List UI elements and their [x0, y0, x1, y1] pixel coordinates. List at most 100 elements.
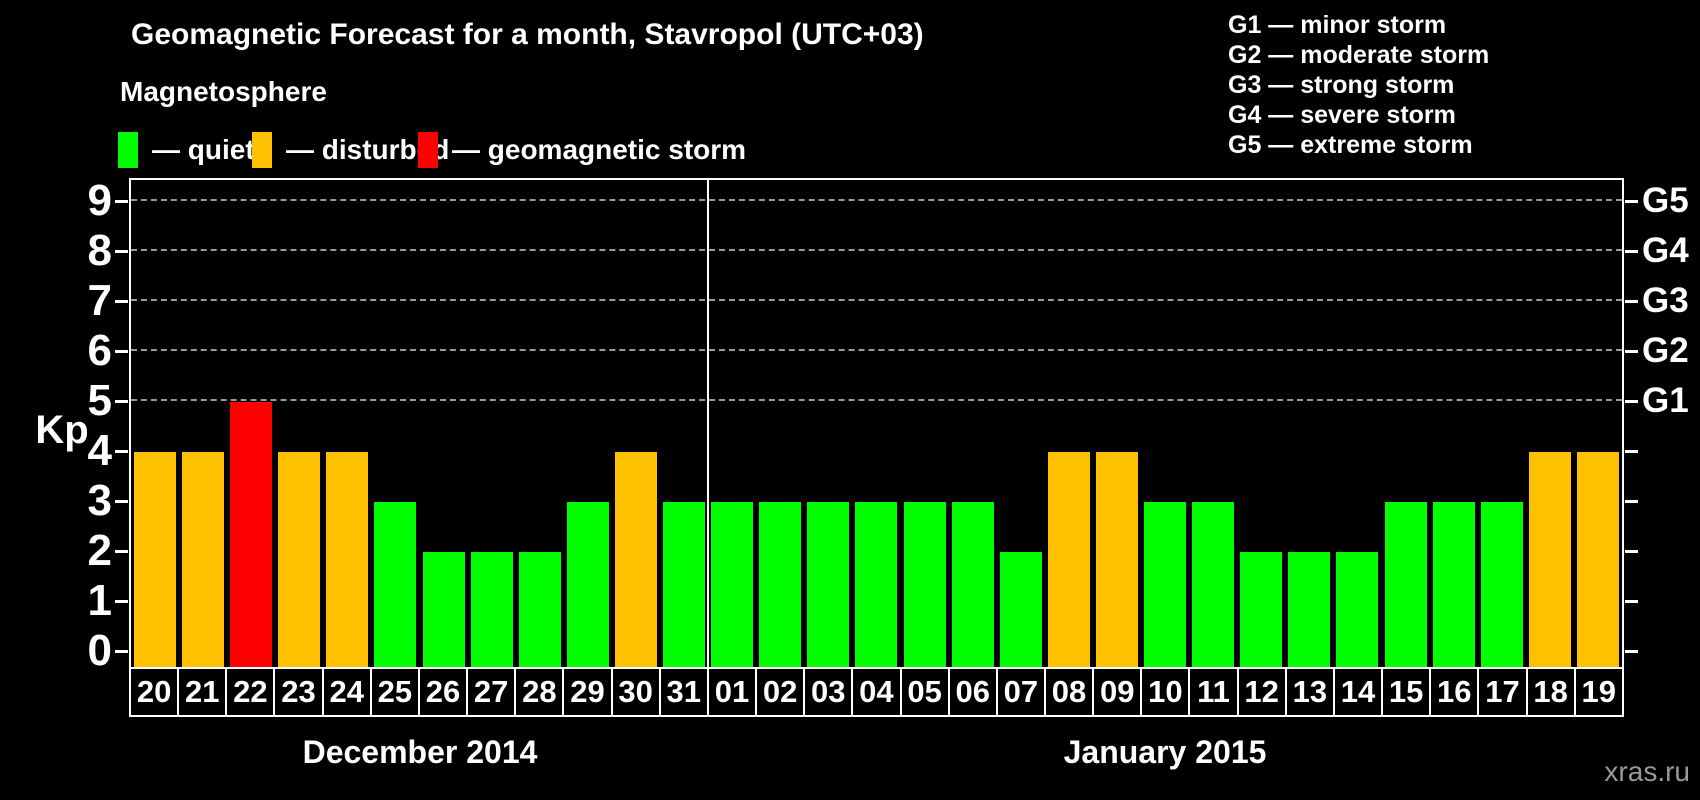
day-label-december-22: 22 [225, 669, 273, 715]
bar-december-26 [422, 552, 465, 667]
day-label-december-28: 28 [514, 669, 562, 715]
y-tick-label-1: 1 [87, 576, 112, 625]
bar-december-29 [566, 502, 609, 667]
bar-january-09 [1095, 452, 1138, 667]
storm-scale-legend: G1 — minor storm G2 — moderate storm G3 — … [1228, 10, 1489, 160]
bar-january-04 [855, 502, 898, 667]
legend-label-quiet: — quiet [152, 134, 255, 165]
bar-january-01 [711, 502, 754, 667]
storm-scale-line-g1: G1 — minor storm [1228, 11, 1447, 39]
bar-december-27 [470, 552, 513, 667]
legend-item-quiet: — quiet [118, 132, 255, 168]
legend-label-storm: — geomagnetic storm [452, 134, 747, 165]
day-label-december-21: 21 [177, 669, 225, 715]
day-label-january-05: 05 [899, 669, 948, 715]
bar-january-11 [1192, 502, 1235, 667]
right-tick-kp-0 [1625, 650, 1638, 653]
left-tick-kp-6 [115, 350, 128, 353]
day-label-january-08: 08 [1043, 669, 1092, 715]
right-tick-kp-5 [1625, 400, 1638, 403]
right-tick-kp-7 [1625, 300, 1638, 303]
bar-january-05 [903, 502, 946, 667]
day-label-december-29: 29 [562, 669, 610, 715]
bar-january-03 [807, 502, 850, 667]
y-tick-label-7: 7 [87, 276, 112, 325]
bar-january-02 [759, 502, 802, 667]
left-tick-kp-1 [115, 600, 128, 603]
bar-december-23 [278, 452, 321, 667]
month-label-december: December 2014 [302, 734, 538, 770]
left-tick-kp-4 [115, 450, 128, 453]
left-tick-kp-0 [115, 650, 128, 653]
left-tick-kp-3 [115, 500, 128, 503]
month-separator [707, 180, 710, 667]
bar-december-25 [374, 502, 417, 667]
bar-december-21 [182, 452, 225, 667]
bar-january-17 [1480, 502, 1523, 667]
legend-item-storm: — geomagnetic storm [418, 132, 746, 168]
day-label-january-01: 01 [706, 669, 755, 715]
right-axis-label-g5: G5 [1642, 181, 1689, 220]
right-tick-kp-2 [1625, 550, 1638, 553]
left-tick-kp-5 [115, 400, 128, 403]
storm-scale-line-g3: G3 — strong storm [1228, 71, 1455, 99]
day-label-row: 20 21 22 23 24 25 26 27 28 29 30 31 01 02 03 04 05 06 07 08… [129, 667, 1624, 717]
plot-area [129, 178, 1624, 669]
day-label-january-11: 11 [1188, 669, 1236, 715]
day-label-december-23: 23 [273, 669, 321, 715]
watermark: xras.ru [1604, 756, 1690, 787]
storm-scale-line-g5: G5 — extreme storm [1228, 131, 1473, 159]
bar-december-30 [614, 452, 657, 667]
gridline-kp-8 [131, 249, 1622, 251]
day-label-january-15: 15 [1381, 669, 1429, 715]
y-tick-label-3: 3 [87, 476, 112, 525]
y-tick-label-2: 2 [87, 526, 112, 575]
right-tick-kp-3 [1625, 500, 1638, 503]
day-label-january-19: 19 [1573, 669, 1622, 715]
right-tick-kp-4 [1625, 450, 1638, 453]
day-label-january-07: 07 [995, 669, 1044, 715]
right-tick-kp-8 [1625, 250, 1638, 253]
day-label-december-26: 26 [417, 669, 466, 715]
day-label-december-31: 31 [658, 669, 707, 715]
day-label-january-03: 03 [803, 669, 851, 715]
right-axis-label-g2: G2 [1642, 331, 1689, 370]
left-tick-kp-8 [115, 250, 128, 253]
day-label-december-25: 25 [369, 669, 418, 715]
day-label-january-02: 02 [755, 669, 803, 715]
gridline-kp-9 [131, 199, 1622, 201]
bar-december-31 [663, 502, 706, 667]
disturbed-color-swatch [252, 132, 272, 168]
day-label-january-12: 12 [1236, 669, 1285, 715]
day-label-january-06: 06 [947, 669, 996, 715]
storm-scale-line-g2: G2 — moderate storm [1228, 41, 1490, 69]
y-tick-label-6: 6 [87, 326, 112, 375]
bar-december-24 [326, 452, 369, 667]
bar-january-15 [1384, 502, 1427, 667]
gridline-kp-7 [131, 299, 1622, 301]
bar-january-16 [1432, 502, 1475, 667]
y-tick-label-4: 4 [87, 426, 112, 475]
day-label-january-09: 09 [1092, 669, 1140, 715]
day-label-december-20: 20 [136, 674, 172, 709]
gridline-kp-5 [131, 399, 1622, 401]
right-axis-label-g4: G4 [1642, 231, 1689, 270]
left-tick-kp-2 [115, 550, 128, 553]
bar-january-08 [1047, 452, 1090, 667]
y-axis-label: Kp [35, 408, 89, 452]
y-tick-label-8: 8 [87, 226, 112, 275]
right-tick-kp-1 [1625, 600, 1638, 603]
bar-january-13 [1288, 552, 1331, 667]
y-tick-label-0: 0 [87, 626, 112, 675]
day-label-december-30: 30 [610, 669, 659, 715]
day-label-january-04: 04 [851, 669, 899, 715]
bar-january-19 [1576, 452, 1619, 667]
day-label-january-10: 10 [1140, 669, 1188, 715]
left-tick-kp-7 [115, 300, 128, 303]
right-tick-kp-9 [1625, 200, 1638, 203]
y-tick-label-9: 9 [87, 176, 112, 225]
day-label-january-13: 13 [1284, 669, 1333, 715]
magnetosphere-label: Magnetosphere [120, 76, 327, 107]
bar-december-28 [518, 552, 561, 667]
